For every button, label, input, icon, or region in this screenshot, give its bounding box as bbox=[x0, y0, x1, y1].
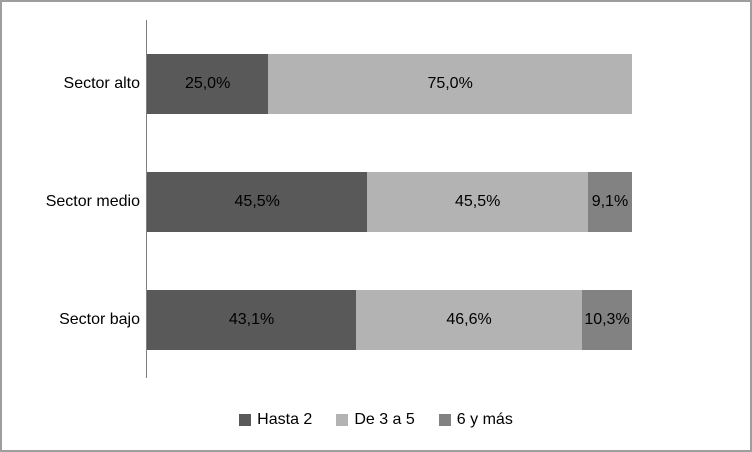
bar-segment: 46,6% bbox=[356, 290, 583, 350]
legend-label: De 3 a 5 bbox=[354, 411, 415, 428]
legend-swatch-icon bbox=[239, 414, 252, 426]
legend-swatch-icon bbox=[336, 414, 349, 426]
bar-row: Sector bajo 43,1% 46,6% 10,3% bbox=[2, 290, 750, 350]
category-label: Sector alto bbox=[63, 75, 140, 92]
bar-segment: 75,0% bbox=[268, 54, 632, 114]
legend-label: Hasta 2 bbox=[257, 411, 313, 428]
data-label: 46,6% bbox=[446, 311, 492, 328]
data-label: 75,0% bbox=[427, 75, 473, 92]
data-label: 25,0% bbox=[184, 75, 231, 92]
legend: Hasta 2 De 3 a 5 6 y más bbox=[2, 405, 750, 435]
legend-swatch-icon bbox=[438, 414, 451, 426]
data-label: 10,3% bbox=[584, 311, 630, 328]
legend-item: 6 y más bbox=[438, 411, 513, 429]
y-axis-line bbox=[146, 20, 147, 378]
bar-segment: 25,0% bbox=[147, 54, 269, 114]
category-label: Sector medio bbox=[45, 193, 140, 210]
stacked-bar: 45,5% 45,5% 9,1% bbox=[147, 172, 632, 232]
bar-segment: 9,1% bbox=[587, 172, 632, 232]
bar-segment: 43,1% bbox=[147, 290, 357, 350]
data-label: 9,1% bbox=[591, 193, 629, 210]
bar-row: Sector medio 45,5% 45,5% 9,1% bbox=[2, 172, 750, 232]
bar-segment: 45,5% bbox=[367, 172, 588, 232]
data-label: 43,1% bbox=[228, 311, 275, 328]
category-label: Sector bajo bbox=[59, 311, 140, 328]
legend-item: Hasta 2 bbox=[239, 411, 312, 429]
bar-segment: 10,3% bbox=[582, 290, 632, 350]
stacked-bar: 43,1% 46,6% 10,3% bbox=[147, 290, 632, 350]
data-label: 45,5% bbox=[454, 193, 501, 210]
legend-item: De 3 a 5 bbox=[336, 411, 415, 429]
stacked-bar: 25,0% 75,0% bbox=[147, 54, 632, 114]
legend-label: 6 y más bbox=[456, 411, 513, 428]
data-label: 45,5% bbox=[234, 193, 280, 210]
bar-segment: 45,5% bbox=[147, 172, 368, 232]
bar-row: Sector alto 25,0% 75,0% bbox=[2, 54, 750, 114]
